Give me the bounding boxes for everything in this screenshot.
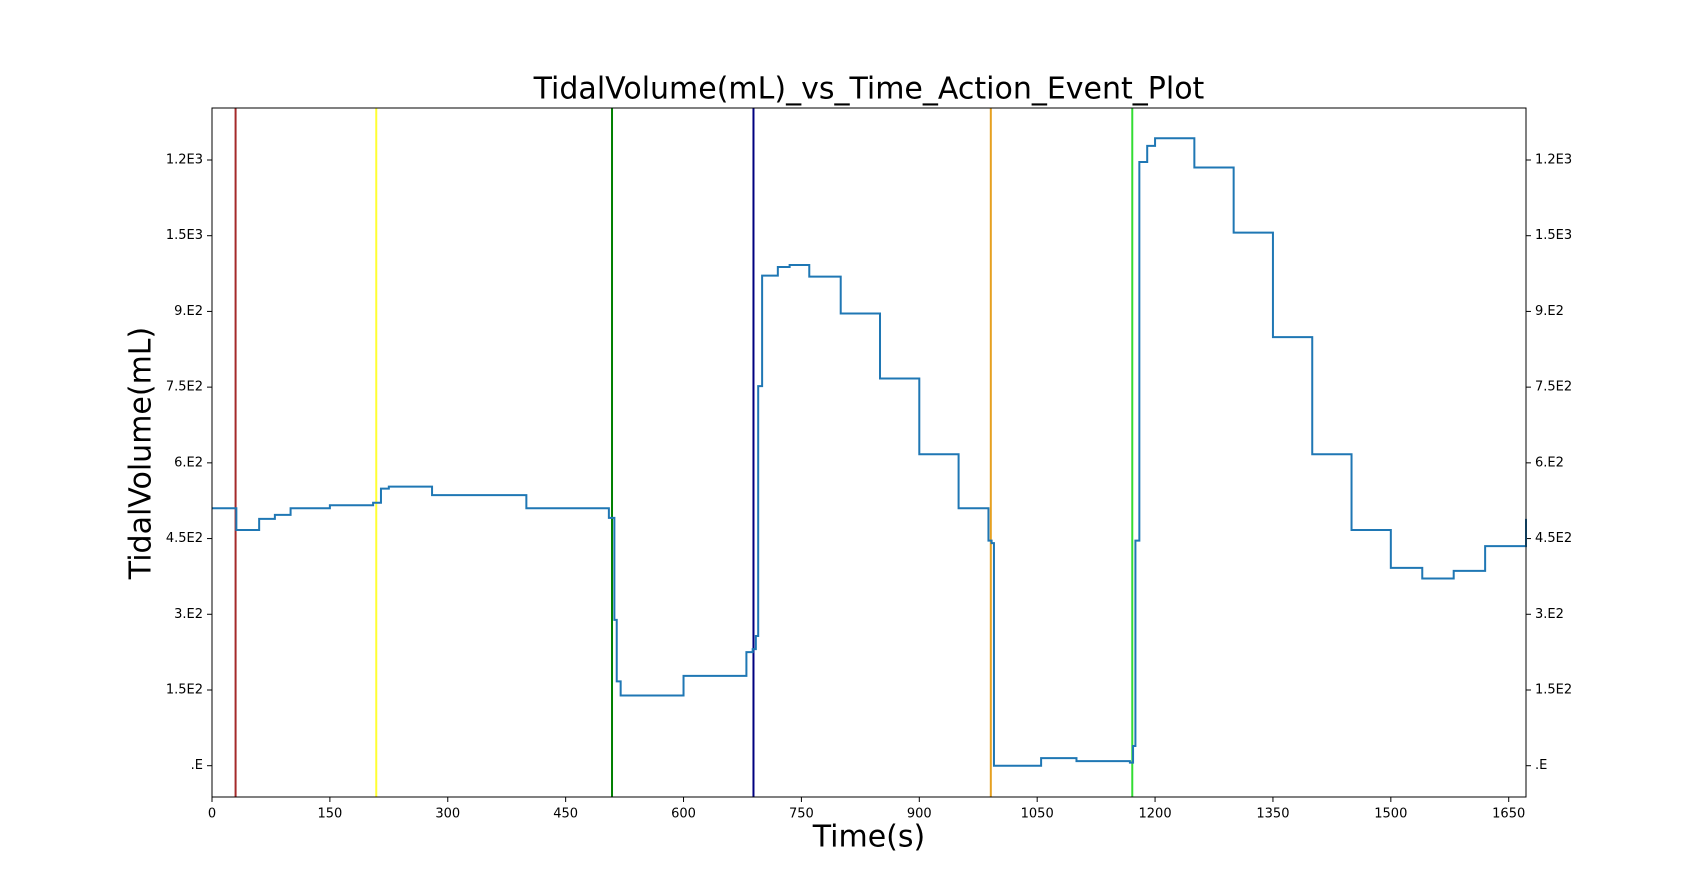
y2-tick-label: 1.5E2: [1535, 682, 1572, 697]
x-tick-label: 1050: [1021, 807, 1054, 822]
x-tick-label: 300: [435, 807, 460, 822]
y2-tick-label: 9.E2: [1535, 304, 1564, 319]
y-tick-label: 6.E2: [174, 455, 203, 470]
x-tick-label: 150: [317, 807, 342, 822]
y2-tick-label: 6.E2: [1535, 455, 1564, 470]
y-tick-label: 3.E2: [174, 607, 203, 622]
x-tick-label: 0: [208, 807, 216, 822]
x-tick-label: 750: [789, 807, 814, 822]
x-axis-label: Time(s): [812, 820, 925, 855]
y-tick-label: 1.5E3: [166, 228, 203, 243]
y-tick-label: .E: [191, 758, 203, 773]
x-tick-label: 1200: [1139, 807, 1172, 822]
y-tick-label: 1.5E2: [166, 682, 203, 697]
chart-title: TidalVolume(mL)_vs_Time_Action_Event_Plo…: [533, 72, 1205, 107]
y2-tick-label: 7.5E2: [1535, 380, 1572, 395]
plot-frame: [211, 107, 1527, 798]
y-tick-label: 9.E2: [174, 304, 203, 319]
y-axis-label: TidalVolume(mL): [124, 327, 159, 580]
y-tick-label: 1.2E3: [166, 152, 203, 167]
y2-tick-label: .E: [1535, 758, 1547, 773]
y2-tick-label: 1.5E3: [1535, 228, 1572, 243]
y2-tick-label: 4.5E2: [1535, 531, 1572, 546]
x-tick-label: 1650: [1492, 807, 1525, 822]
x-tick-label: 1350: [1256, 807, 1289, 822]
data-line: [212, 137, 1527, 767]
y2-tick-label: 1.2E3: [1535, 152, 1572, 167]
y-tick-label: 7.5E2: [166, 380, 203, 395]
x-tick-label: 450: [553, 807, 578, 822]
x-tick-label: 600: [671, 807, 696, 822]
x-tick-label: 900: [907, 807, 932, 822]
x-tick-label: 1500: [1374, 807, 1407, 822]
y2-tick-label: 3.E2: [1535, 607, 1564, 622]
y-tick-label: 4.5E2: [166, 531, 203, 546]
